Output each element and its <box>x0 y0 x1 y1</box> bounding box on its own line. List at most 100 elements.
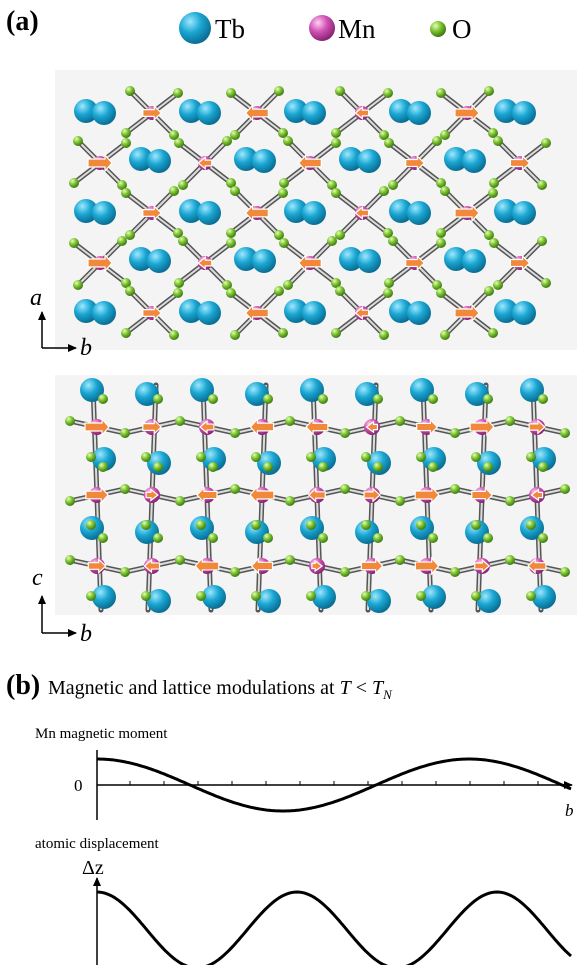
tb-atom <box>92 201 116 225</box>
o-atom <box>65 416 75 426</box>
o-atom <box>471 520 481 530</box>
tb-atom <box>147 589 171 613</box>
o-atom <box>483 533 493 543</box>
o-atom <box>383 288 393 298</box>
o-atom <box>373 533 383 543</box>
o-atom <box>306 452 316 462</box>
o-atom <box>440 330 450 340</box>
o-atom <box>489 178 499 188</box>
o-atom <box>175 496 185 506</box>
o-atom <box>226 238 236 248</box>
o-atom <box>318 462 328 472</box>
o-atom <box>175 416 185 426</box>
o-atom <box>488 328 498 338</box>
o-atom <box>483 394 493 404</box>
o-atom <box>440 130 450 140</box>
o-atom <box>196 520 206 530</box>
o-atom <box>153 533 163 543</box>
displacement-curve <box>97 892 571 965</box>
legend-icon <box>179 12 211 44</box>
o-atom <box>230 130 240 140</box>
o-atom <box>230 428 240 438</box>
o-atom <box>340 428 350 438</box>
tb-atom <box>92 301 116 325</box>
o-atom <box>226 228 236 238</box>
o-atom <box>230 484 240 494</box>
o-atom <box>153 462 163 472</box>
o-atom <box>526 520 536 530</box>
o-atom <box>493 136 503 146</box>
o-atom <box>388 180 398 190</box>
o-atom <box>335 230 345 240</box>
o-atom <box>208 462 218 472</box>
o-atom <box>436 288 446 298</box>
o-atom <box>560 567 570 577</box>
o-atom <box>416 591 426 601</box>
legend-icon <box>430 21 446 37</box>
o-atom <box>335 86 345 96</box>
o-atom <box>383 88 393 98</box>
o-atom <box>121 328 131 338</box>
o-atom <box>331 138 341 148</box>
crystal-ab <box>55 70 577 350</box>
tb-atom <box>512 101 536 125</box>
o-atom <box>120 428 130 438</box>
o-atom <box>274 86 284 96</box>
o-atom <box>274 286 284 296</box>
tb-atom <box>477 589 501 613</box>
o-atom <box>395 555 405 565</box>
o-atom <box>436 228 446 238</box>
o-atom <box>69 238 79 248</box>
axis-label: Δz <box>82 857 104 879</box>
o-atom <box>306 591 316 601</box>
o-atom <box>537 180 547 190</box>
o-atom <box>86 452 96 462</box>
o-atom <box>279 238 289 248</box>
o-atom <box>331 188 341 198</box>
o-atom <box>230 330 240 340</box>
o-atom <box>251 520 261 530</box>
o-atom <box>560 428 570 438</box>
o-atom <box>493 280 503 290</box>
o-atom <box>436 238 446 248</box>
axis-label: b <box>80 621 92 647</box>
legend-label: Mn <box>338 14 376 44</box>
o-atom <box>484 86 494 96</box>
o-atom <box>173 288 183 298</box>
o-atom <box>395 416 405 426</box>
o-atom <box>283 136 293 146</box>
o-atom <box>471 591 481 601</box>
o-atom <box>440 186 450 196</box>
o-atom <box>141 520 151 530</box>
o-atom <box>489 238 499 248</box>
o-atom <box>538 394 548 404</box>
o-atom <box>538 533 548 543</box>
o-atom <box>175 555 185 565</box>
o-atom <box>169 186 179 196</box>
o-atom <box>428 394 438 404</box>
o-atom <box>174 278 184 288</box>
o-atom <box>226 288 236 298</box>
o-atom <box>86 591 96 601</box>
o-atom <box>416 520 426 530</box>
o-atom <box>226 88 236 98</box>
tb-atom <box>512 201 536 225</box>
o-atom <box>432 136 442 146</box>
o-atom <box>488 188 498 198</box>
tb-atom <box>302 101 326 125</box>
o-atom <box>121 188 131 198</box>
o-atom <box>416 452 426 462</box>
legend-icon <box>309 15 335 41</box>
plot-label: atomic displacement <box>35 836 160 852</box>
o-atom <box>208 533 218 543</box>
o-atom <box>331 128 341 138</box>
o-atom <box>285 555 295 565</box>
o-atom <box>505 555 515 565</box>
o-atom <box>318 533 328 543</box>
o-atom <box>98 533 108 543</box>
o-atom <box>361 452 371 462</box>
o-atom <box>173 88 183 98</box>
tb-atom <box>147 149 171 173</box>
o-atom <box>471 452 481 462</box>
o-atom <box>98 462 108 472</box>
